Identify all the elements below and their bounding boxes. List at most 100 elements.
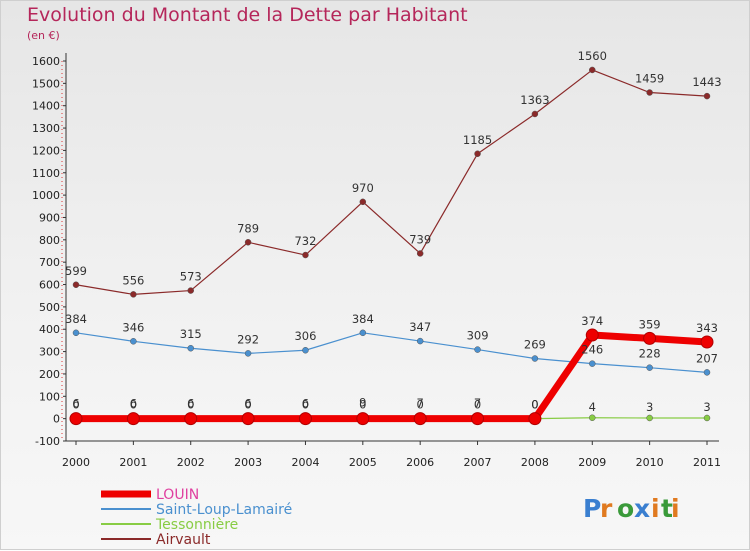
y-tick-label: 600 xyxy=(39,279,60,292)
logo-letter: P xyxy=(583,494,601,523)
data-label: 343 xyxy=(696,321,718,335)
series-point-3 xyxy=(302,251,309,259)
y-tick-label: -100 xyxy=(35,435,60,448)
series-line-1 xyxy=(75,332,708,373)
x-tick-label: 2003 xyxy=(234,456,262,469)
series-point-3 xyxy=(187,287,194,294)
y-tick-label: 800 xyxy=(39,234,60,247)
x-tick-label: 2010 xyxy=(636,456,664,469)
y-tick-label: 1500 xyxy=(32,77,60,90)
series-point-0 xyxy=(184,412,198,426)
logo-letter: i xyxy=(671,494,680,523)
series-point-0 xyxy=(700,335,714,349)
data-label: 6 xyxy=(244,396,251,410)
series-point-1 xyxy=(474,346,481,353)
series-point-0 xyxy=(471,412,485,426)
y-tick-label: 0 xyxy=(53,413,60,426)
y-tick-label: 900 xyxy=(39,211,60,224)
series-point-1 xyxy=(130,338,137,345)
series-point-3 xyxy=(474,150,481,158)
chart-subtitle: (en €) xyxy=(27,29,60,42)
data-label: 6 xyxy=(72,396,79,410)
series-point-0 xyxy=(643,331,657,345)
data-label: 0 xyxy=(130,398,137,412)
data-label: 0 xyxy=(187,398,194,412)
series-point-2 xyxy=(646,414,653,422)
series-point-1 xyxy=(646,364,653,371)
data-label: 315 xyxy=(180,327,202,341)
data-label: 384 xyxy=(352,312,374,326)
series-point-3 xyxy=(72,281,80,289)
y-tick-label: 500 xyxy=(39,301,60,314)
data-label: 556 xyxy=(122,273,144,287)
legend-label: Saint-Loup-Lamairé xyxy=(156,502,292,518)
series-point-1 xyxy=(531,355,539,362)
data-label: 0 xyxy=(474,398,481,412)
data-label: 970 xyxy=(352,181,374,195)
data-label: 739 xyxy=(409,232,431,246)
series-point-3 xyxy=(531,110,539,118)
data-label: 0 xyxy=(302,398,309,412)
series-point-2 xyxy=(589,414,596,422)
data-label: 7 xyxy=(474,396,481,410)
data-label: 7 xyxy=(417,396,424,410)
data-label: 0 xyxy=(72,398,79,412)
data-label: 0 xyxy=(531,398,538,412)
data-label: 292 xyxy=(237,332,259,346)
y-tick-label: 400 xyxy=(39,323,60,336)
x-tick-label: 2007 xyxy=(464,456,492,469)
series-point-1 xyxy=(703,369,711,376)
series-point-3 xyxy=(244,239,252,246)
x-tick-label: 2004 xyxy=(291,456,319,469)
series-point-1 xyxy=(359,329,367,337)
data-label: 9 xyxy=(359,396,366,410)
data-label: 359 xyxy=(639,317,661,331)
y-tick-label: 1200 xyxy=(32,144,60,157)
logo-letter: x xyxy=(634,494,650,523)
data-label: 0 xyxy=(531,398,538,412)
y-tick-label: 1400 xyxy=(32,100,60,113)
logo-letter: i xyxy=(651,494,660,523)
y-tick-label: 100 xyxy=(39,390,60,403)
data-label: 1443 xyxy=(692,75,721,89)
data-label: 0 xyxy=(359,398,366,412)
data-label: 1560 xyxy=(578,49,607,63)
series-point-1 xyxy=(187,344,194,352)
data-label: 789 xyxy=(237,221,259,235)
x-tick-label: 2009 xyxy=(578,456,606,469)
data-label: 384 xyxy=(65,312,87,326)
logo-letter: r xyxy=(600,494,613,523)
x-tick-label: 2008 xyxy=(521,456,549,469)
series-point-3 xyxy=(589,66,596,74)
series-point-1 xyxy=(244,350,252,357)
proxiti-logo: Pr o x i ti xyxy=(583,494,680,523)
series-point-0 xyxy=(126,412,140,426)
data-label: 347 xyxy=(409,320,431,334)
y-tick-label: 1000 xyxy=(32,189,60,202)
data-label: 1185 xyxy=(463,133,492,147)
series-line-0 xyxy=(72,331,711,423)
series-point-3 xyxy=(646,89,653,96)
data-label: 346 xyxy=(122,320,144,334)
data-label: 0 xyxy=(244,398,251,412)
series-point-0 xyxy=(585,328,599,342)
data-label: 306 xyxy=(294,329,316,343)
legend-label: Airvault xyxy=(156,532,211,548)
series-point-0 xyxy=(241,412,255,426)
x-tick-label: 2011 xyxy=(693,456,721,469)
series-point-0 xyxy=(69,412,83,426)
series-point-1 xyxy=(416,337,424,345)
data-label: 228 xyxy=(639,347,661,361)
x-tick-label: 2000 xyxy=(62,456,90,469)
series-point-0 xyxy=(356,412,370,426)
series-point-1 xyxy=(302,346,309,354)
series-point-0 xyxy=(528,412,542,426)
series-point-1 xyxy=(589,360,596,367)
series-point-0 xyxy=(298,412,312,426)
logo-letter: t xyxy=(661,494,673,523)
series-point-2 xyxy=(703,414,711,422)
x-tick-label: 2006 xyxy=(406,456,434,469)
y-tick-label: 1600 xyxy=(32,55,60,68)
